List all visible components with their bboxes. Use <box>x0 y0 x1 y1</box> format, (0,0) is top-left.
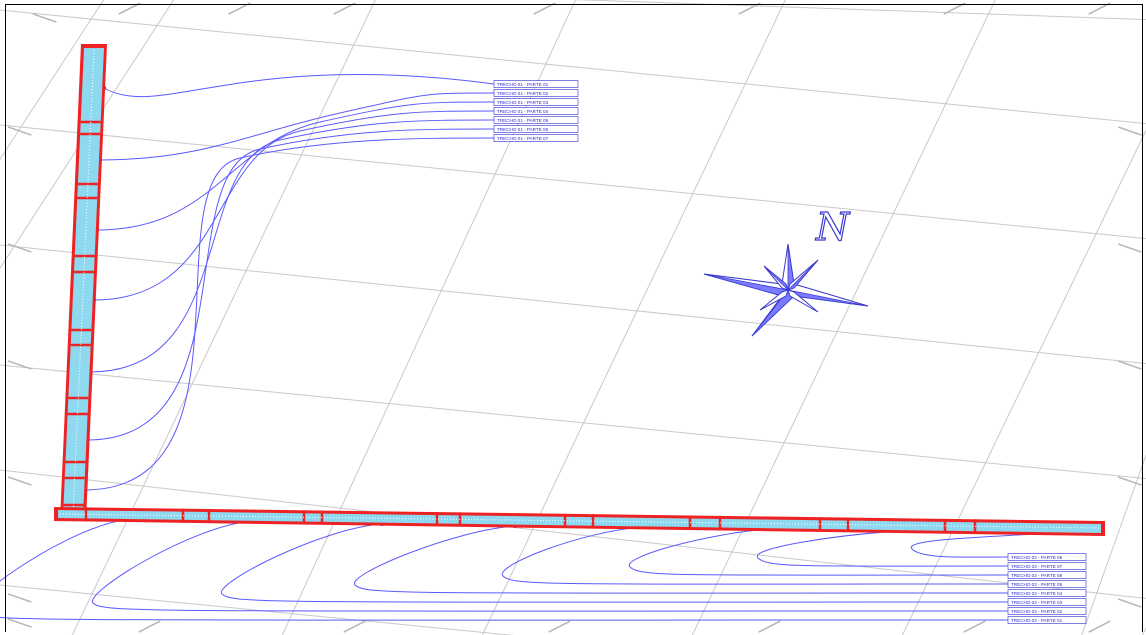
segment-label-box <box>1007 616 1087 624</box>
segment-label-box <box>493 107 579 115</box>
segment-label-box <box>493 89 579 97</box>
grid-line <box>0 124 1146 240</box>
segment-label: TRECHO 02 - PARTE 07 <box>1011 564 1063 569</box>
grid-line <box>901 129 1146 635</box>
grid-coordinate-mark <box>138 620 161 633</box>
grid-coordinate-mark <box>963 620 986 633</box>
segment-label: TRECHO 01 - PARTE 03 <box>497 100 549 105</box>
leader-line <box>96 101 495 231</box>
grid-coordinate-mark <box>1117 476 1142 486</box>
grid-coordinate-mark <box>118 2 141 15</box>
segment-label: TRECHO 02 - PARTE 08 <box>1011 555 1063 560</box>
grid-coordinate-mark <box>7 243 32 253</box>
grid-coordinate-mark <box>228 2 251 15</box>
segment-label-box <box>1007 589 1087 597</box>
grid-coordinate-mark <box>333 2 356 15</box>
segment-label-box <box>1007 580 1087 588</box>
leader-line <box>99 92 495 161</box>
leader-line <box>501 526 1009 585</box>
grid-line <box>0 364 1146 480</box>
vertical-wall-fill <box>63 48 104 517</box>
segment-label-box <box>493 98 579 106</box>
north-label: N <box>815 205 851 249</box>
grid-coordinate-mark <box>1117 126 1142 136</box>
grid-coordinate-mark <box>7 618 32 628</box>
leader-lines <box>0 73 1054 621</box>
segment-label-box <box>493 80 579 88</box>
segment-label-box <box>1007 607 1087 615</box>
leader-line <box>83 137 495 491</box>
grid-line <box>481 0 786 635</box>
leader-line <box>103 73 495 98</box>
segment-label: TRECHO 01 - PARTE 07 <box>497 136 549 141</box>
grid-coordinate-mark <box>32 13 57 23</box>
wall-segments <box>54 44 1105 536</box>
grid-line <box>0 9 1146 125</box>
segment-label-box <box>1007 553 1087 561</box>
segment-label: TRECHO 01 - PARTE 02 <box>497 91 549 96</box>
segment-label: TRECHO 01 - PARTE 01 <box>497 82 549 87</box>
grid-coordinate-mark <box>1117 243 1142 253</box>
wall-centerline <box>72 49 95 516</box>
grid-line <box>1141 626 1146 635</box>
grid-coordinate-mark <box>1088 620 1111 633</box>
leader-line <box>221 523 1009 603</box>
grid-line <box>572 0 1146 21</box>
leader-line <box>756 530 1009 567</box>
grid-coordinate-mark <box>7 476 32 486</box>
grid-line <box>0 0 105 161</box>
leader-line <box>628 528 1009 576</box>
segment-label: TRECHO 02 - PARTE 05 <box>1011 582 1063 587</box>
grid-coordinate-mark <box>1088 2 1111 15</box>
segment-label: TRECHO 01 - PARTE 06 <box>497 127 549 132</box>
grid-coordinate-mark <box>758 620 781 633</box>
segment-label: TRECHO 02 - PARTE 01 <box>1011 618 1063 623</box>
leader-line <box>89 119 495 373</box>
grid-coordinate-mark <box>7 126 32 136</box>
grid-coordinate-mark <box>738 2 761 15</box>
north-arrow-compass-icon: N <box>703 204 869 337</box>
segment-label-box <box>493 134 579 142</box>
grid-line <box>0 244 1146 365</box>
grid-coordinate-mark <box>7 360 32 370</box>
grid-line <box>0 584 515 635</box>
leader-line <box>86 128 495 441</box>
horizontal-wall-fill <box>58 510 1101 533</box>
segment-label-box <box>1007 598 1087 606</box>
grid-line <box>691 0 996 635</box>
segment-label: TRECHO 02 - PARTE 06 <box>1011 573 1063 578</box>
segment-label-box <box>1007 571 1087 579</box>
segment-label: TRECHO 01 - PARTE 04 <box>497 109 549 114</box>
leader-line <box>92 520 1009 612</box>
grid-coordinate-mark <box>7 593 32 603</box>
grid-coordinate-mark <box>1117 360 1142 370</box>
segment-label-box <box>493 116 579 124</box>
segment-label: TRECHO 02 - PARTE 03 <box>1011 600 1063 605</box>
grid-coordinate-mark <box>1117 598 1142 608</box>
segment-label-box <box>493 125 579 133</box>
leader-line <box>354 525 1009 594</box>
grid-line <box>1081 453 1146 635</box>
segment-label: TRECHO 02 - PARTE 04 <box>1011 591 1063 596</box>
leader-line <box>93 110 495 301</box>
segment-labels: TRECHO 01 - PARTE 01 TRECHO 01 - PARTE 02… <box>493 80 1087 624</box>
segment-label-box <box>1007 562 1087 570</box>
grid-coordinate-mark <box>548 620 571 633</box>
grid-line <box>0 469 1146 599</box>
grid-coordinate-mark <box>533 2 556 15</box>
leader-line <box>910 532 1053 558</box>
leader-line <box>0 518 1009 621</box>
grid-line <box>71 0 376 635</box>
segment-label: TRECHO 01 - PARTE 05 <box>497 118 549 123</box>
grid-coordinate-mark <box>343 620 366 633</box>
segment-label: TRECHO 02 - PARTE 02 <box>1011 609 1063 614</box>
grid-line <box>0 0 175 270</box>
